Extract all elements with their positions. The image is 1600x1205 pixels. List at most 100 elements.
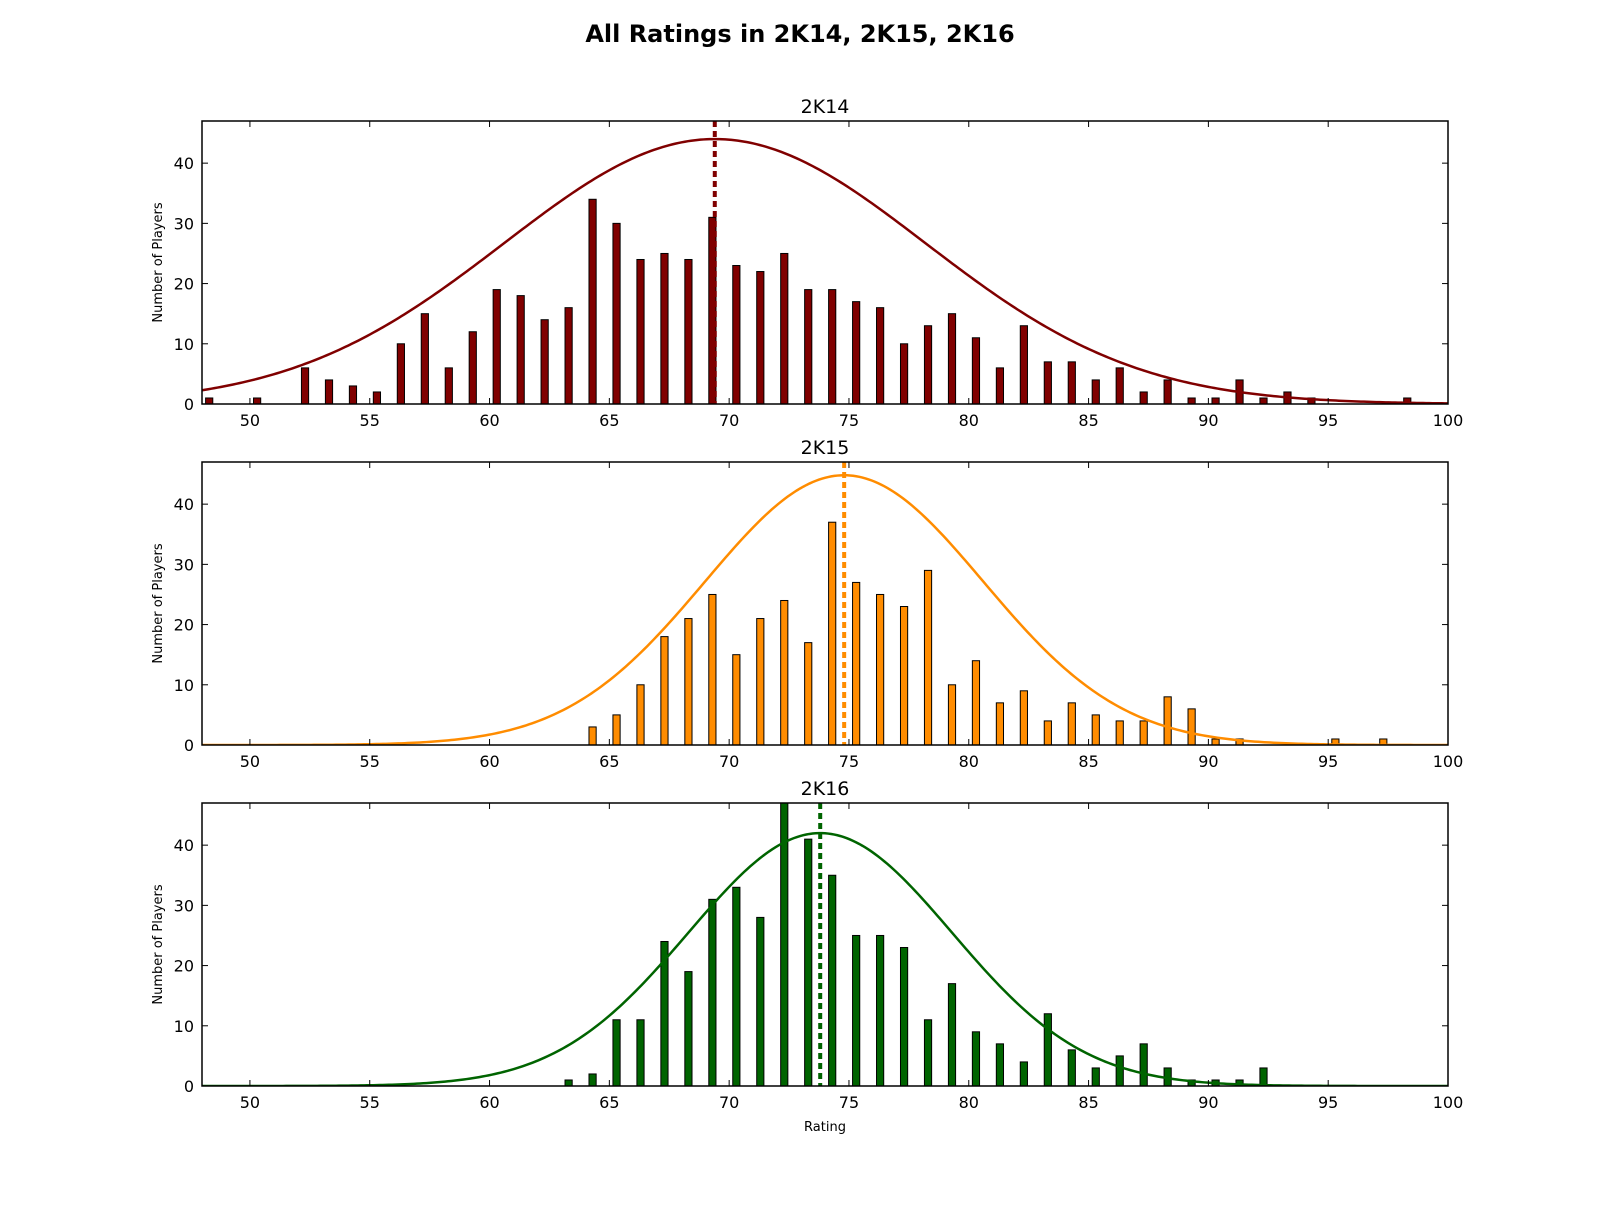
bar: [253, 397, 262, 404]
bar: [1043, 361, 1052, 404]
bar: [971, 337, 981, 404]
bar: [588, 1073, 597, 1086]
y-tick-label: 30: [174, 896, 194, 915]
bar: [1211, 397, 1220, 404]
bar: [852, 301, 861, 404]
subplot-1: 50 55 60 65 70 75 80 85 90 95 100 0 10 20 30 40 2K14 Numb…: [151, 96, 1463, 430]
y-tick-label: 0: [184, 395, 194, 414]
bar: [852, 581, 861, 745]
bar: [899, 343, 909, 404]
bar: [995, 702, 1005, 745]
fit-curve: [202, 137, 1448, 404]
bar: [1115, 720, 1124, 745]
x-tick-label: 60: [479, 752, 499, 771]
bar: [516, 295, 525, 404]
x-tick-label: 65: [599, 752, 619, 771]
bar: [612, 714, 621, 745]
x-tick-label: 75: [839, 752, 859, 771]
y-tick-label: 10: [174, 335, 194, 354]
bar: [923, 325, 933, 404]
x-tick-label: 55: [360, 1093, 380, 1112]
bar: [780, 599, 789, 745]
x-tick-label: 70: [719, 752, 739, 771]
bar: [804, 289, 813, 404]
bar: [205, 397, 214, 404]
bar: [923, 1019, 933, 1086]
bar: [564, 307, 573, 404]
bar: [1115, 367, 1124, 404]
bar: [588, 726, 597, 745]
bar: [684, 258, 693, 404]
bar: [828, 521, 837, 745]
x-tick-label: 55: [360, 411, 380, 430]
bar: [756, 618, 765, 745]
figure-title: All Ratings in 2K14, 2K15, 2K16: [585, 20, 1015, 48]
bar: [684, 618, 693, 745]
x-tick-label: 85: [1078, 752, 1098, 771]
bar: [828, 874, 837, 1086]
y-tick-label: 10: [174, 676, 194, 695]
x-tick-label: 80: [959, 752, 979, 771]
bar: [756, 916, 765, 1086]
bar: [1139, 391, 1148, 404]
plot-area: [202, 462, 1448, 745]
bar: [1043, 1013, 1052, 1086]
bar: [588, 198, 597, 404]
bar: [971, 660, 981, 745]
x-tick-label: 65: [599, 1093, 619, 1112]
subplot-2: 50 55 60 65 70 75 80 85 90 95 100 0 10 20 30 40 2K15 Numb…: [151, 437, 1463, 771]
axes-frame: [201, 802, 1449, 1087]
bar: [1139, 1043, 1148, 1086]
bar: [828, 289, 837, 404]
bar: [732, 265, 741, 404]
x-tick-label: 75: [839, 1093, 859, 1112]
bar: [612, 222, 621, 404]
bar: [660, 940, 669, 1086]
x-tick-label: 100: [1433, 752, 1464, 771]
x-tick-label: 50: [240, 1093, 260, 1112]
bar: [1043, 720, 1052, 745]
bar: [876, 934, 885, 1086]
bar: [708, 898, 717, 1086]
bar: [1091, 379, 1100, 404]
y-axis-label: Number of Players: [151, 202, 166, 322]
bar: [1163, 696, 1172, 745]
x-tick-label: 65: [599, 411, 619, 430]
x-tick-label: 95: [1318, 1093, 1338, 1112]
plot-area: [202, 803, 1448, 1086]
bar: [1235, 1079, 1244, 1086]
x-tick-label: 50: [240, 752, 260, 771]
y-tick-label: 10: [174, 1017, 194, 1036]
subplot-title: 2K14: [801, 96, 850, 118]
bar: [636, 684, 645, 745]
bar: [876, 307, 885, 404]
bar: [636, 1019, 645, 1086]
bar: [1067, 361, 1076, 404]
bar: [300, 367, 310, 404]
bar: [756, 271, 765, 404]
x-axis-label: Rating: [804, 1120, 846, 1135]
y-tick-label: 40: [174, 154, 194, 173]
y-tick-label: 20: [174, 275, 194, 294]
bar: [804, 838, 813, 1086]
bar: [420, 313, 429, 404]
bar: [876, 593, 885, 745]
bar: [1019, 325, 1028, 404]
bar: [492, 289, 501, 404]
bar: [708, 216, 717, 404]
bar: [1187, 397, 1196, 404]
bar: [899, 606, 909, 745]
bar: [660, 252, 669, 404]
bar: [971, 1031, 981, 1086]
bar: [1019, 1061, 1028, 1086]
y-tick-label: 20: [174, 616, 194, 635]
bar: [1091, 714, 1100, 745]
bar: [804, 642, 813, 745]
x-tick-label: 75: [839, 411, 859, 430]
bar: [1259, 1067, 1268, 1086]
bar: [1403, 397, 1412, 404]
bar: [1091, 1067, 1100, 1086]
bar: [468, 331, 477, 404]
